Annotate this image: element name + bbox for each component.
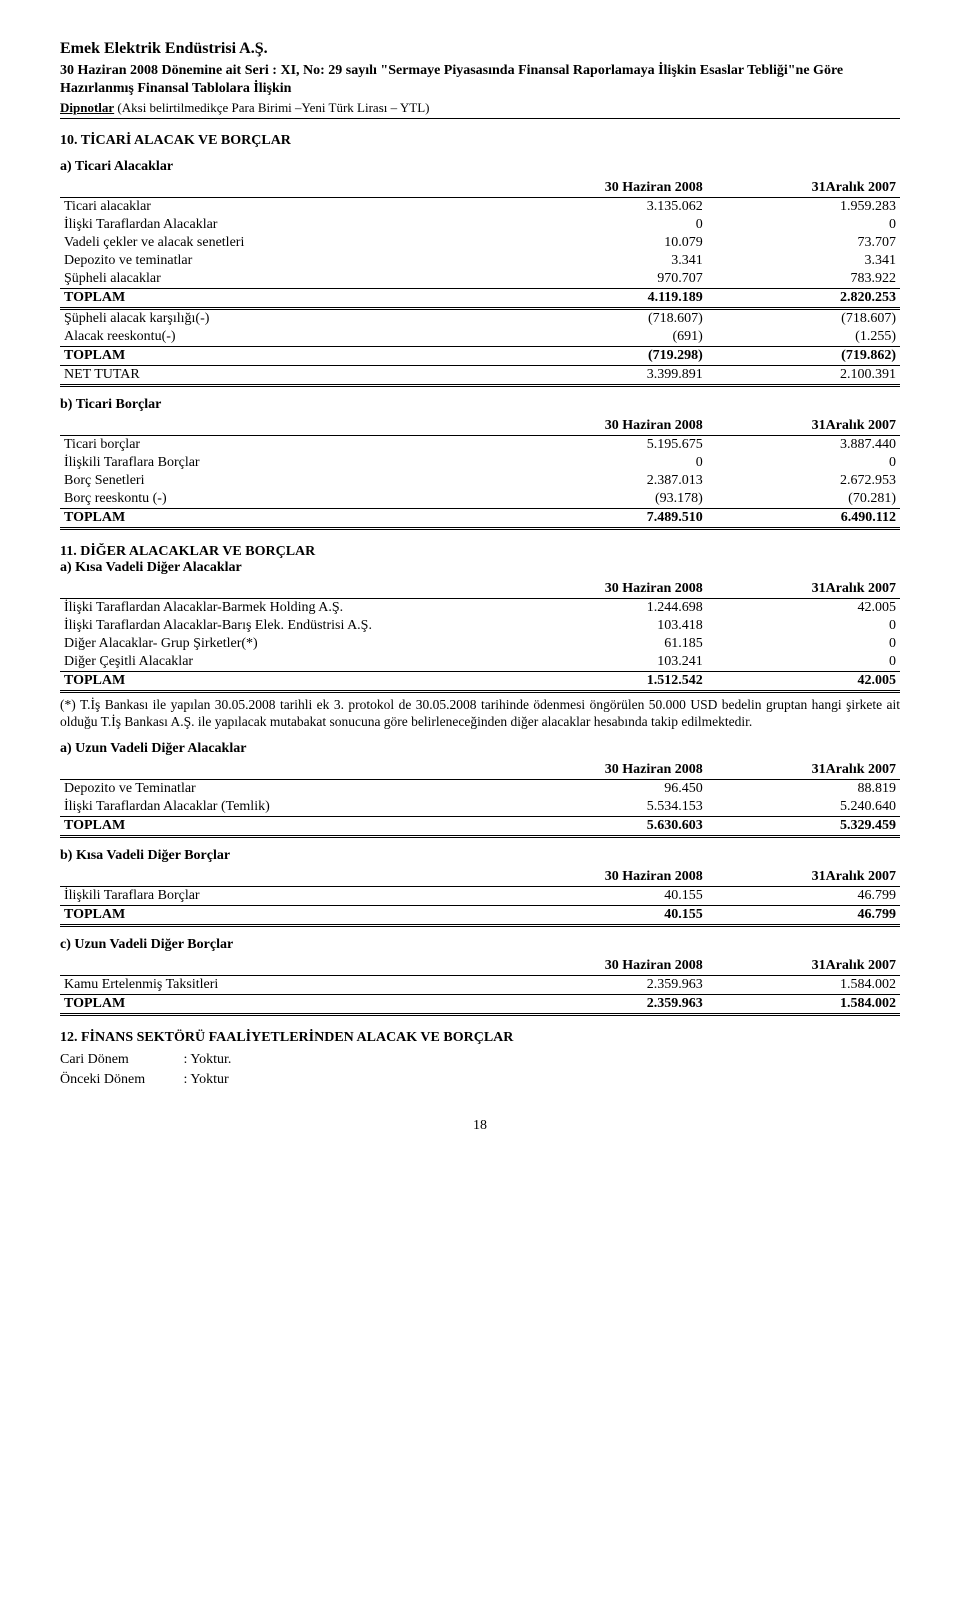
- col-header: 31Aralık 2007: [707, 868, 900, 887]
- table-row: Ticari alacaklar3.135.0621.959.283: [60, 198, 900, 217]
- table-row: İlişki Taraflardan Alacaklar-Barış Elek.…: [60, 617, 900, 635]
- dipnot-line: Dipnotlar (Aksi belirtilmedikçe Para Bir…: [60, 100, 900, 119]
- page-number: 18: [60, 1118, 900, 1134]
- table-row: Diğer Çeşitli Alacaklar103.2410: [60, 653, 900, 672]
- col-header: 30 Haziran 2008: [522, 417, 707, 436]
- col-header: 30 Haziran 2008: [522, 868, 707, 887]
- s10a-title: a) Ticari Alacaklar: [60, 159, 900, 175]
- col-header: 30 Haziran 2008: [522, 761, 707, 780]
- col-header: 31Aralık 2007: [707, 417, 900, 436]
- total-row: TOPLAM7.489.5106.490.112: [60, 509, 900, 529]
- table-row: İlişki Taraflardan Alacaklar-Barmek Hold…: [60, 599, 900, 618]
- total-row: TOPLAM5.630.6035.329.459: [60, 817, 900, 837]
- table-row: Depozito ve teminatlar3.3413.341: [60, 252, 900, 270]
- col-header: 31Aralık 2007: [707, 580, 900, 599]
- cari-key: Cari Dönem: [60, 1052, 180, 1068]
- table-row: Depozito ve Teminatlar96.45088.819: [60, 780, 900, 799]
- dipnot-rest: (Aksi belirtilmedikçe Para Birimi –Yeni …: [117, 100, 429, 115]
- s11c-table: 30 Haziran 200831Aralık 2007 Kamu Ertele…: [60, 957, 900, 1016]
- table-row: İlişki Taraflardan Alacaklar00: [60, 216, 900, 234]
- table-row: Borç reeskontu (-)(93.178)(70.281): [60, 490, 900, 509]
- total-row: TOPLAM2.359.9631.584.002: [60, 995, 900, 1015]
- total-row: TOPLAM4.119.1892.820.253: [60, 289, 900, 309]
- col-header: 30 Haziran 2008: [522, 580, 707, 599]
- table-row: Şüpheli alacaklar970.707783.922: [60, 270, 900, 289]
- s12-onceki: Önceki Dönem : Yoktur: [60, 1072, 900, 1088]
- table-row: Diğer Alacaklar- Grup Şirketler(*)61.185…: [60, 635, 900, 653]
- s11-footnote: (*) T.İş Bankası ile yapılan 30.05.2008 …: [60, 697, 900, 731]
- s11-uzun-a-title: a) Uzun Vadeli Diğer Alacaklar: [60, 741, 900, 757]
- col-header: 31Aralık 2007: [707, 179, 900, 198]
- section-12-title: 12. FİNANS SEKTÖRÜ FAALİYETLERİNDEN ALAC…: [60, 1030, 900, 1046]
- table-row: Ticari borçlar5.195.6753.887.440: [60, 436, 900, 455]
- col-header: 31Aralık 2007: [707, 957, 900, 976]
- s12-cari: Cari Dönem : Yoktur.: [60, 1052, 900, 1068]
- s11a-title: a) Kısa Vadeli Diğer Alacaklar: [60, 560, 900, 576]
- onceki-val: : Yoktur: [184, 1072, 229, 1087]
- s11a-table: 30 Haziran 200831Aralık 2007 İlişki Tara…: [60, 580, 900, 693]
- s11-uzun-a-table: 30 Haziran 200831Aralık 2007 Depozito ve…: [60, 761, 900, 838]
- company-title: Emek Elektrik Endüstrisi A.Ş.: [60, 40, 900, 58]
- section-10-title: 10. TİCARİ ALACAK VE BORÇLAR: [60, 133, 900, 149]
- dipnot-label: Dipnotlar: [60, 100, 114, 115]
- table-row: Kamu Ertelenmiş Taksitleri2.359.9631.584…: [60, 976, 900, 995]
- s10a-table: 30 Haziran 200831Aralık 2007 Ticari alac…: [60, 179, 900, 387]
- s10b-table: 30 Haziran 200831Aralık 2007 Ticari borç…: [60, 417, 900, 530]
- table-row: Borç Senetleri2.387.0132.672.953: [60, 472, 900, 490]
- table-row: Vadeli çekler ve alacak senetleri10.0797…: [60, 234, 900, 252]
- table-row: Şüpheli alacak karşılığı(-)(718.607)(718…: [60, 309, 900, 329]
- onceki-key: Önceki Dönem: [60, 1072, 180, 1088]
- report-subtitle: 30 Haziran 2008 Dönemine ait Seri : XI, …: [60, 62, 900, 98]
- table-row: İlişki Taraflardan Alacaklar (Temlik)5.5…: [60, 798, 900, 817]
- cari-val: : Yoktur.: [184, 1052, 232, 1067]
- total-row: TOPLAM(719.298)(719.862): [60, 347, 900, 366]
- col-header: 31Aralık 2007: [707, 761, 900, 780]
- net-row: NET TUTAR3.399.8912.100.391: [60, 366, 900, 386]
- table-row: Alacak reeskontu(-)(691)(1.255): [60, 328, 900, 347]
- s11c-title: c) Uzun Vadeli Diğer Borçlar: [60, 937, 900, 953]
- total-row: TOPLAM40.15546.799: [60, 906, 900, 926]
- table-row: İlişkili Taraflara Borçlar00: [60, 454, 900, 472]
- s11b-title: b) Kısa Vadeli Diğer Borçlar: [60, 848, 900, 864]
- s11b-table: 30 Haziran 200831Aralık 2007 İlişkili Ta…: [60, 868, 900, 927]
- col-header: 30 Haziran 2008: [522, 957, 707, 976]
- total-row: TOPLAM1.512.54242.005: [60, 672, 900, 692]
- s10b-title: b) Ticari Borçlar: [60, 397, 900, 413]
- table-row: İlişkili Taraflara Borçlar40.15546.799: [60, 887, 900, 906]
- section-11-title: 11. DİĞER ALACAKLAR VE BORÇLAR: [60, 544, 900, 560]
- col-header: 30 Haziran 2008: [522, 179, 707, 198]
